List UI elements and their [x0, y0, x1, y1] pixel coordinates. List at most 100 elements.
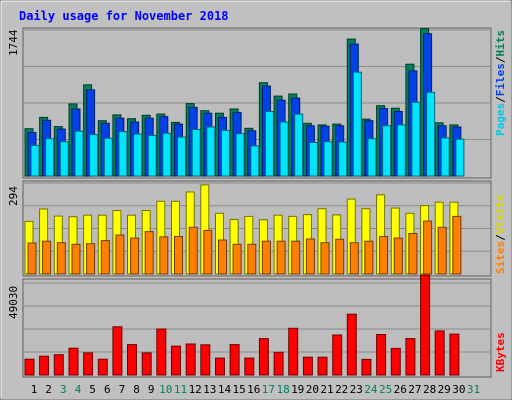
legend-hits: Hits	[494, 30, 507, 57]
hits-bar-pages-day-26	[396, 124, 406, 177]
hits-bar-pages-day-13	[206, 126, 216, 177]
visits-bar-sites-day-2	[42, 240, 52, 275]
kbytes-bar-kbytes-day-6	[97, 358, 108, 376]
hits-bar-pages-day-24	[367, 138, 377, 177]
visits-bar-sites-day-20	[305, 238, 315, 275]
legend-sep-1: /	[494, 96, 507, 103]
hits-bar-pages-day-2	[45, 138, 55, 177]
kbytes-bar-kbytes-day-18	[273, 351, 284, 376]
hits-bar-pages-day-17	[264, 111, 274, 177]
legend-sep-2: /	[494, 56, 507, 63]
hits-bar-pages-day-8	[133, 133, 143, 177]
hits-bar-pages-day-12	[191, 129, 201, 177]
kbytes-bar-kbytes-day-22	[332, 334, 343, 376]
x-tick-label-day-24: 24	[364, 383, 378, 396]
visits-bar-sites-day-1	[27, 242, 37, 275]
kbytes-scale-label: 49030	[7, 286, 20, 319]
bar-layer	[24, 28, 465, 376]
hits-bar-pages-day-5	[89, 134, 99, 177]
visits-bar-sites-day-29	[437, 226, 447, 275]
visits-bar-sites-day-14	[218, 239, 227, 275]
kbytes-bar-kbytes-day-28	[420, 274, 431, 376]
hits-bar-pages-day-9	[147, 134, 157, 177]
kbytes-bar-kbytes-day-17	[258, 338, 269, 376]
x-tick-label-day-16: 16	[247, 383, 260, 396]
hits-bar-pages-day-14	[221, 129, 230, 177]
x-tick-label-day-29: 29	[438, 383, 451, 396]
x-tick-label-day-6: 6	[104, 383, 111, 396]
hits-bar-pages-day-16	[250, 145, 260, 177]
kbytes-bar-kbytes-day-10	[156, 328, 167, 376]
x-tick-label-day-10: 10	[159, 383, 172, 396]
legend-files: Files	[494, 63, 507, 96]
hits-bar-pages-day-10	[162, 132, 172, 177]
x-tick-label-day-25: 25	[379, 383, 392, 396]
kbytes-bar-kbytes-day-8	[127, 344, 137, 376]
visits-bar-sites-day-10	[159, 236, 169, 275]
kbytes-bar-kbytes-day-30	[449, 333, 460, 376]
kbytes-bar-kbytes-day-2	[39, 355, 50, 376]
kbytes-bar-kbytes-day-19	[288, 327, 299, 376]
visits-legend-label: Sites/Visits	[494, 195, 507, 275]
hits-bar-pages-day-7	[118, 131, 128, 177]
hits-legend-label: Pages/Files/Hits	[494, 30, 507, 136]
kbytes-bar-kbytes-day-5	[83, 352, 94, 376]
visits-bar-sites-day-23	[349, 242, 359, 275]
hits-bar-pages-day-19	[294, 113, 304, 177]
visits-bar-sites-day-9	[144, 231, 154, 275]
x-tick-label-day-18: 18	[276, 383, 289, 396]
kbytes-legend-label: KBytes	[494, 332, 507, 372]
x-tick-label-day-2: 2	[45, 383, 52, 396]
kbytes-bar-kbytes-day-9	[141, 352, 152, 376]
visits-bar-sites-day-8	[130, 237, 140, 275]
visits-bar-sites-day-3	[56, 242, 66, 275]
x-tick-label-day-5: 5	[89, 383, 96, 396]
x-axis-labels: 1 2 3 4 5 6 7 8 9 10 11 12 13 14 15 16 17 18 19 20 21 22 23 24 2…	[31, 383, 480, 396]
x-tick-label-day-1: 1	[31, 383, 38, 396]
x-tick-label-day-26: 26	[394, 383, 407, 396]
hits-bar-pages-day-23	[352, 71, 362, 177]
hits-bar-pages-day-22	[338, 141, 348, 177]
x-tick-label-day-15: 15	[232, 383, 245, 396]
kbytes-bar-kbytes-day-16	[244, 357, 255, 376]
x-tick-label-day-9: 9	[148, 383, 155, 396]
hits-bar-pages-day-15	[235, 133, 245, 177]
x-tick-label-day-8: 8	[133, 383, 140, 396]
hits-bar-pages-day-11	[177, 136, 186, 177]
kbytes-bar-kbytes-day-25	[376, 334, 387, 376]
hits-bar-pages-day-29	[440, 137, 450, 177]
x-tick-label-day-14: 14	[218, 383, 232, 396]
kbytes-bar-kbytes-day-4	[68, 347, 79, 376]
visits-scale-label: 294	[7, 186, 20, 206]
x-tick-label-day-28: 28	[423, 383, 436, 396]
kbytes-bar-kbytes-day-23	[346, 313, 357, 376]
hits-scale-label: 1744	[7, 29, 20, 56]
visits-bar-sites-day-24	[364, 240, 374, 275]
hits-bar-pages-day-4	[74, 130, 84, 177]
hits-bar-pages-day-18	[279, 121, 289, 177]
visits-bar-sites-day-30	[452, 215, 462, 275]
hits-bar-pages-day-1	[30, 144, 40, 177]
visits-bar-sites-day-22	[335, 238, 345, 275]
hits-bar-pages-day-6	[103, 137, 113, 177]
x-tick-label-day-20: 20	[306, 383, 319, 396]
legend-sep-3: /	[494, 234, 507, 241]
visits-bar-sites-day-5	[86, 243, 96, 275]
visits-bar-sites-day-28	[423, 220, 433, 275]
kbytes-bar-kbytes-day-13	[200, 344, 211, 376]
kbytes-bar-kbytes-day-14	[215, 357, 225, 376]
visits-bar-sites-day-27	[408, 233, 418, 275]
visits-bar-sites-day-19	[291, 240, 301, 275]
kbytes-bar-kbytes-day-12	[185, 343, 196, 376]
visits-bar-sites-day-15	[232, 243, 242, 275]
hits-bar-pages-day-3	[59, 141, 69, 177]
visits-bar-sites-day-25	[379, 236, 389, 275]
visits-bar-sites-day-11	[174, 236, 183, 275]
visits-bar-sites-day-13	[203, 229, 213, 275]
visits-bar-sites-day-16	[247, 243, 257, 275]
hits-bar-pages-day-30	[455, 138, 465, 177]
kbytes-bar-kbytes-day-21	[317, 356, 328, 376]
kbytes-bar-kbytes-day-26	[390, 347, 401, 376]
x-tick-label-day-19: 19	[291, 383, 304, 396]
